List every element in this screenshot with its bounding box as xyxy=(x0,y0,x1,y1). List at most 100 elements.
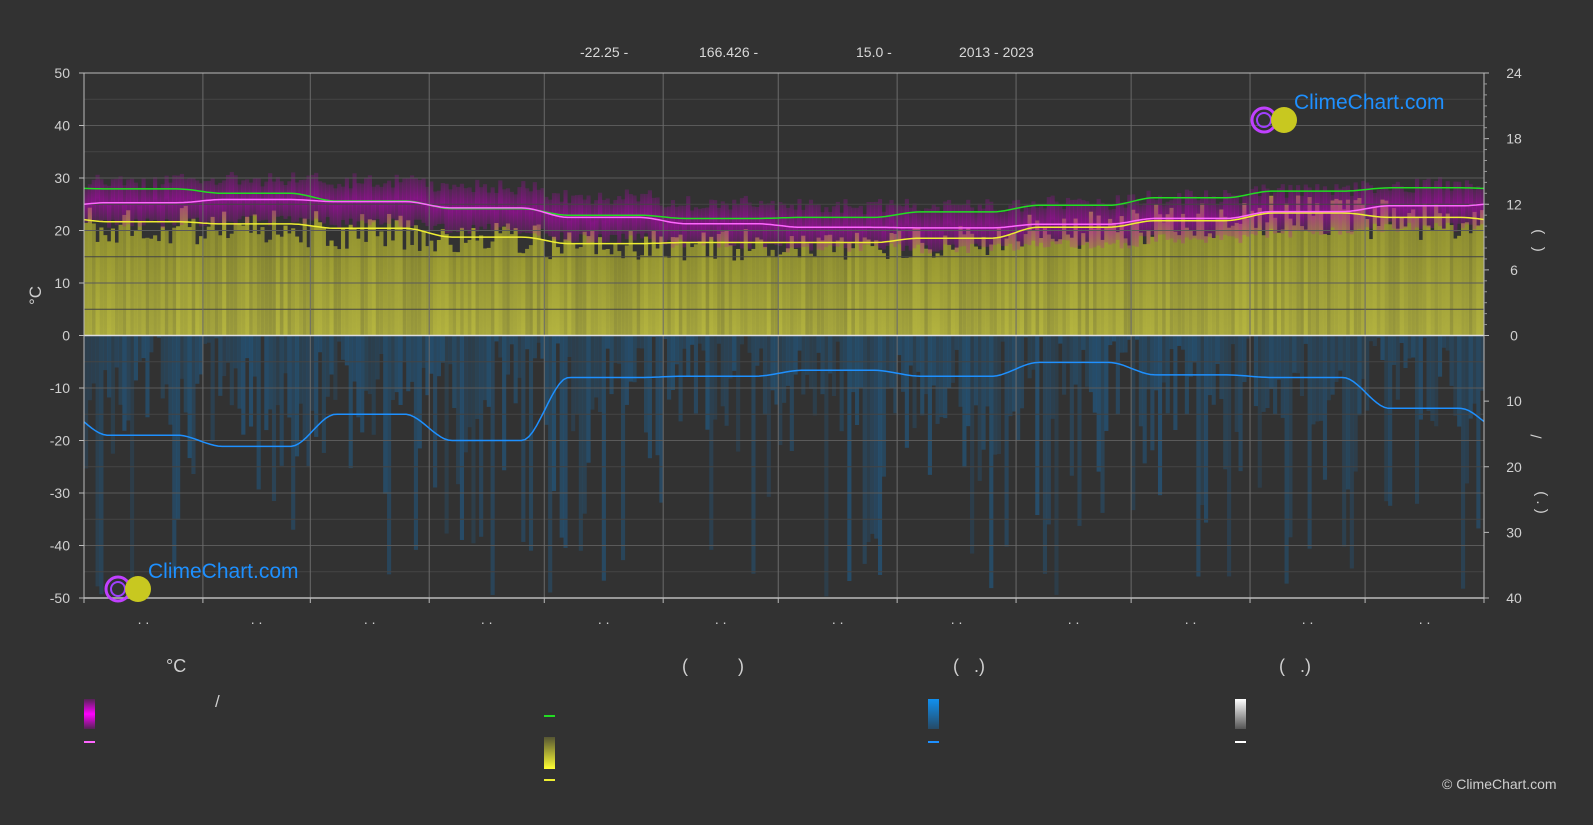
sunshine-bar xyxy=(667,257,672,336)
sunshine-bar xyxy=(1261,235,1266,336)
precip-bar xyxy=(835,335,840,342)
precip-bar xyxy=(966,335,971,427)
sunshine-bar xyxy=(1150,236,1155,336)
sunshine-bar xyxy=(812,256,817,336)
precip-bar xyxy=(532,335,537,359)
precip-bar xyxy=(1027,335,1032,379)
precip-bar xyxy=(1372,335,1377,347)
precip-bar xyxy=(459,335,465,540)
sunshine-bar xyxy=(617,251,622,336)
year-range: 2013 - 2023 xyxy=(959,44,1034,60)
temp-range-bar xyxy=(693,207,698,243)
sunshine-bar xyxy=(528,245,534,336)
precip-bar xyxy=(1326,335,1331,401)
precip-bar xyxy=(1422,335,1427,338)
precip-bar xyxy=(310,335,315,411)
temp-range-bar xyxy=(294,182,300,222)
temp-range-bar xyxy=(187,177,192,219)
sunshine-bar xyxy=(797,257,802,336)
temp-range-bar xyxy=(950,204,955,245)
sunshine-bar xyxy=(306,247,311,336)
precip-bar xyxy=(1023,335,1028,338)
precip-bar xyxy=(1261,335,1266,412)
sunshine-bar xyxy=(1242,203,1247,336)
precip-bar xyxy=(149,335,154,353)
precip-bar xyxy=(1119,335,1124,353)
sunshine-bar xyxy=(118,224,123,336)
temp-range-bar xyxy=(306,175,311,220)
sunshine-bar xyxy=(755,237,760,336)
y-tick-right-top: 6 xyxy=(1510,262,1518,278)
precip-bar xyxy=(199,335,204,375)
precip-bar xyxy=(640,335,645,349)
sunshine-bar xyxy=(505,223,511,336)
temp-range-bar xyxy=(494,192,499,232)
legend-daylight-line xyxy=(544,715,555,717)
logo-bottom[interactable]: ClimeChart.com xyxy=(94,556,299,629)
legend-sunshine-line xyxy=(544,779,555,781)
sunshine-bar xyxy=(84,222,89,336)
precip-bar xyxy=(1357,335,1362,416)
sunshine-bar xyxy=(1111,222,1117,336)
temp-range-bar xyxy=(1230,195,1235,237)
sunshine-bar xyxy=(126,210,131,336)
temp-range-bar xyxy=(1081,200,1086,246)
temp-range-bar xyxy=(663,207,668,245)
sunshine-bar xyxy=(1342,209,1347,336)
precip-bar xyxy=(241,335,246,435)
temp-range-bar xyxy=(298,179,303,218)
sunshine-bar xyxy=(916,228,921,336)
precip-bar xyxy=(985,335,990,407)
temp-range-bar xyxy=(801,209,806,248)
precip-bar xyxy=(755,335,760,366)
sunshine-bar xyxy=(122,214,127,336)
precip-bar xyxy=(667,335,672,400)
sunshine-bar xyxy=(548,259,553,336)
sunshine-bar xyxy=(1165,214,1170,336)
copyright[interactable]: © ClimeChart.com xyxy=(1442,776,1557,792)
precip-bar xyxy=(571,335,576,432)
temp-range-bar xyxy=(229,171,234,222)
temp-range-bar xyxy=(379,186,384,225)
sunshine-bar xyxy=(774,256,779,336)
sunshine-bar xyxy=(114,242,119,336)
sunshine-bar xyxy=(467,239,472,336)
sunshine-bar xyxy=(697,241,702,336)
sunshine-bar xyxy=(1039,238,1044,336)
precip-bar xyxy=(1077,335,1082,526)
precip-bar xyxy=(264,335,269,431)
precip-bar xyxy=(1303,335,1308,344)
logo-top[interactable]: ClimeChart.com xyxy=(1240,87,1445,160)
sunshine-bar xyxy=(1399,217,1404,336)
precip-bar xyxy=(1223,335,1228,470)
precip-bar xyxy=(471,335,476,544)
precip-bar xyxy=(1276,335,1282,380)
temp-range-bar xyxy=(1054,201,1059,245)
sunshine-bar xyxy=(1211,237,1216,336)
sunshine-bar xyxy=(1115,232,1120,336)
sunshine-bar xyxy=(1207,233,1212,336)
precip-bar xyxy=(1173,335,1178,431)
sunshine-bar xyxy=(924,248,929,336)
temp-range-bar xyxy=(690,210,695,242)
sunshine-bar xyxy=(908,257,913,336)
precip-bar xyxy=(958,335,963,407)
sunshine-bar xyxy=(808,253,814,336)
x-tick-month: . . xyxy=(364,611,376,627)
temp-range-bar xyxy=(84,189,89,223)
temp-range-bar xyxy=(310,174,315,221)
precip-bar xyxy=(1403,335,1408,369)
precip-bar xyxy=(1035,335,1040,516)
precip-bar xyxy=(973,335,978,406)
sunshine-bar xyxy=(172,227,177,336)
sunshine-bar xyxy=(1407,212,1412,336)
y-tick-right-top: 0 xyxy=(1510,328,1518,344)
precip-bar xyxy=(329,335,334,375)
temp-range-bar xyxy=(206,180,211,222)
sunshine-bar xyxy=(248,232,254,336)
precip-bar xyxy=(1058,335,1063,344)
precip-bar xyxy=(402,335,407,362)
precip-bar xyxy=(498,335,503,358)
precip-bar xyxy=(1211,335,1216,405)
temp-range-bar xyxy=(1395,181,1400,232)
